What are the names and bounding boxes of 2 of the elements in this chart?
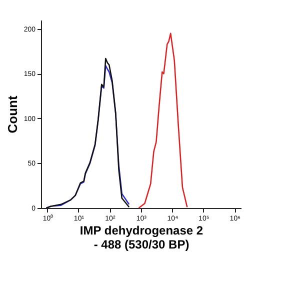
y-axis-title: Count — [4, 95, 20, 134]
x-axis-title: IMP dehydrogenase 2 - 488 (530/30 BP) — [80, 224, 204, 252]
